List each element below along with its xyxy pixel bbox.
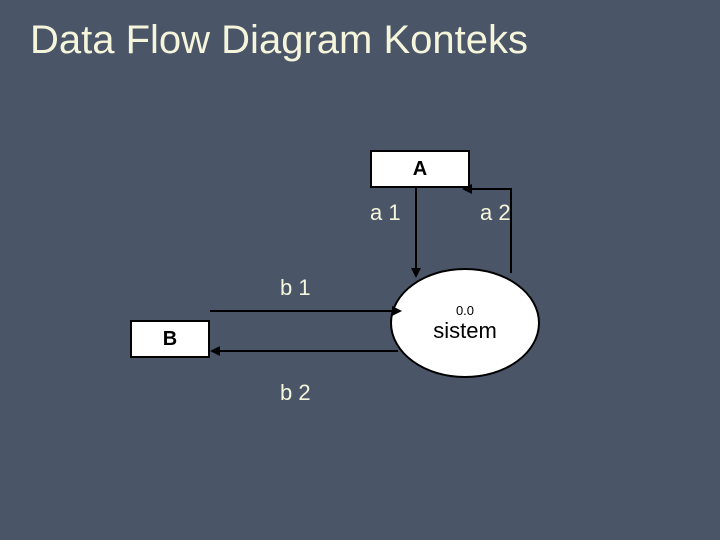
process-id: 0.0: [456, 303, 474, 318]
arrow-a2-line2: [470, 188, 512, 190]
entity-a: A: [370, 150, 470, 188]
process-name: sistem: [433, 318, 497, 344]
entity-b-label: B: [163, 328, 177, 351]
arrow-a1-head: [411, 268, 421, 278]
flow-label-b2: b 2: [280, 380, 311, 406]
arrow-b1-head: [392, 306, 402, 316]
arrow-a2-head: [462, 184, 472, 194]
flow-label-a1: a 1: [370, 200, 401, 226]
entity-b: B: [130, 320, 210, 358]
arrow-a2-line1: [510, 188, 512, 273]
arrow-a1-line: [415, 188, 417, 270]
arrow-b1-line: [210, 310, 394, 312]
entity-a-label: A: [413, 158, 427, 181]
process-node: 0.0 sistem: [390, 268, 540, 378]
arrow-b2-head: [210, 346, 220, 356]
page-title: Data Flow Diagram Konteks: [30, 18, 528, 63]
flow-label-a2: a 2: [480, 200, 511, 226]
flow-label-b1: b 1: [280, 275, 311, 301]
arrow-b2-line: [218, 350, 398, 352]
